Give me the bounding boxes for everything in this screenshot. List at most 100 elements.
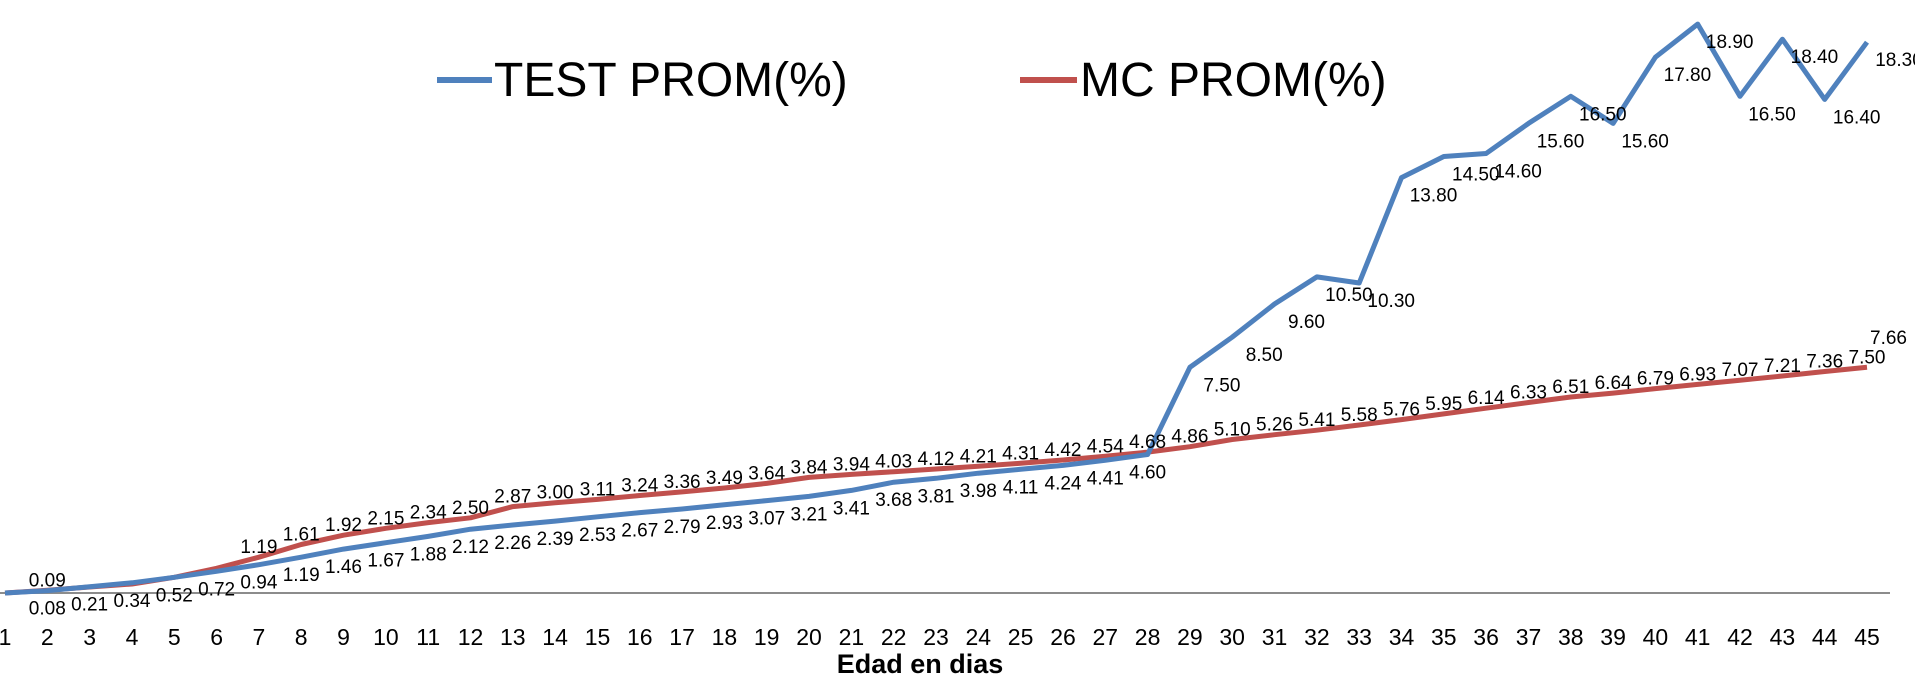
x-tick-label: 39 xyxy=(1600,624,1626,650)
x-tick-label: 7 xyxy=(253,624,266,650)
data-label-mc: 6.79 xyxy=(1637,369,1674,390)
x-axis-label: Edad en dias xyxy=(837,649,1004,677)
data-label-test: 16.50 xyxy=(1748,104,1796,125)
legend-label-mc: MC PROM(%) xyxy=(1080,54,1387,107)
x-tick-label: 35 xyxy=(1431,624,1457,650)
data-label-test: 3.81 xyxy=(918,486,955,507)
x-tick-label: 21 xyxy=(839,624,865,650)
x-tick-label: 3 xyxy=(83,624,96,650)
x-tick-label: 22 xyxy=(881,624,907,650)
x-tick-labels: 1 2 3 4 5 6 7 8 9 10 11 12 13 14 15 16 17 18 19 20 21 22 23 24 2… xyxy=(0,624,1880,650)
data-label-test: 0.08 xyxy=(29,599,66,620)
x-tick-label: 16 xyxy=(627,624,653,650)
data-label-mc: 6.93 xyxy=(1679,364,1716,385)
data-label-test: 4.41 xyxy=(1087,468,1124,489)
legend-item-test: TEST PROM(%) xyxy=(437,54,848,107)
data-label-test: 8.50 xyxy=(1246,345,1283,366)
x-tick-label: 15 xyxy=(585,624,611,650)
x-tick-label: 20 xyxy=(796,624,822,650)
data-label-test: 10.50 xyxy=(1325,285,1373,306)
data-label-test: 18.40 xyxy=(1791,47,1839,68)
data-label-test: 7.50 xyxy=(1203,375,1240,396)
data-label-test: 1.67 xyxy=(367,551,404,572)
data-label-mc: 5.41 xyxy=(1298,410,1335,431)
x-tick-label: 11 xyxy=(416,624,440,650)
data-label-test: 3.07 xyxy=(748,509,785,530)
legend: TEST PROM(%) MC PROM(%) xyxy=(437,54,1387,107)
data-label-test: 4.11 xyxy=(1003,477,1039,498)
data-label-test: 2.93 xyxy=(706,513,743,534)
data-label-mc: 7.36 xyxy=(1806,352,1843,373)
x-tick-label: 26 xyxy=(1050,624,1076,650)
data-label-mc: 5.26 xyxy=(1256,415,1293,436)
data-label-test: 0.72 xyxy=(198,579,235,600)
x-tick-label: 45 xyxy=(1854,624,1880,650)
data-label-test: 4.24 xyxy=(1045,473,1082,494)
x-tick-label: 25 xyxy=(1008,624,1034,650)
legend-label-test: TEST PROM(%) xyxy=(494,54,848,107)
data-label-test: 14.60 xyxy=(1494,162,1542,183)
data-label-test: 10.30 xyxy=(1367,291,1415,312)
x-tick-label: 19 xyxy=(754,624,780,650)
data-label-test: 1.19 xyxy=(283,565,320,586)
x-tick-label: 37 xyxy=(1516,624,1542,650)
x-tick-label: 13 xyxy=(500,624,526,650)
data-label-test: 4.60 xyxy=(1129,463,1166,484)
x-tick-label: 9 xyxy=(337,624,350,650)
data-label-mc: 4.86 xyxy=(1171,427,1208,448)
data-label-mc: 5.58 xyxy=(1341,405,1378,426)
data-label-mc: 3.24 xyxy=(621,476,658,497)
data-label-test: 2.12 xyxy=(452,537,489,558)
data-label-mc: 3.00 xyxy=(537,483,574,504)
data-label-test: 0.34 xyxy=(114,591,151,612)
data-label-test: 15.60 xyxy=(1537,131,1585,152)
data-label-mc: 6.51 xyxy=(1552,377,1589,398)
data-label-mc: 4.03 xyxy=(875,452,912,473)
data-label-mc: 4.31 xyxy=(1002,443,1039,464)
x-tick-label: 34 xyxy=(1389,624,1415,650)
data-label-test: 16.50 xyxy=(1579,104,1627,125)
series-lines xyxy=(4,21,1870,596)
data-label-test: 17.80 xyxy=(1664,65,1712,86)
data-label-mc: 6.14 xyxy=(1468,388,1505,409)
data-label-test: 1.88 xyxy=(410,544,447,565)
data-label-test: 2.67 xyxy=(621,521,658,542)
data-label-test: 3.41 xyxy=(833,498,870,519)
x-tick-label: 2 xyxy=(41,624,54,650)
x-tick-label: 14 xyxy=(542,624,568,650)
data-label-mc: 0.09 xyxy=(29,570,66,591)
data-label-mc: 3.11 xyxy=(580,479,616,500)
x-tick-label: 31 xyxy=(1262,624,1288,650)
data-labels: 0.08 0.21 0.34 0.52 0.72 0.94 1.19 1.46 1.67 1.88… xyxy=(29,32,1915,620)
data-label-mc: 3.94 xyxy=(833,454,870,475)
data-label-mc: 7.07 xyxy=(1722,360,1759,381)
x-tick-label: 33 xyxy=(1346,624,1372,650)
x-tick-label: 18 xyxy=(712,624,738,650)
x-tick-label: 4 xyxy=(126,624,139,650)
series-line-mc xyxy=(4,364,1868,596)
x-tick-label: 38 xyxy=(1558,624,1584,650)
x-tick-label: 41 xyxy=(1685,624,1711,650)
data-label-mc: 4.12 xyxy=(918,449,955,470)
x-tick-label: 1 xyxy=(0,624,11,650)
data-label-mc: 1.92 xyxy=(325,515,362,536)
x-tick-label: 42 xyxy=(1727,624,1753,650)
data-label-test: 15.60 xyxy=(1621,131,1669,152)
series-line-test xyxy=(4,21,1870,596)
data-label-test: 16.40 xyxy=(1833,107,1881,128)
data-label-test: 2.26 xyxy=(494,533,531,554)
data-label-test: 2.39 xyxy=(537,529,574,550)
x-tick-label: 23 xyxy=(923,624,949,650)
data-label-test: 1.46 xyxy=(325,557,362,578)
data-label-test: 2.53 xyxy=(579,525,616,546)
data-label-mc: 2.15 xyxy=(367,508,404,529)
x-tick-label: 29 xyxy=(1177,624,1203,650)
x-tick-label: 36 xyxy=(1473,624,1499,650)
data-label-mc: 4.42 xyxy=(1045,440,1082,461)
x-tick-label: 27 xyxy=(1093,624,1119,650)
data-label-test: 0.52 xyxy=(156,585,193,606)
data-label-mc: 5.76 xyxy=(1383,400,1420,421)
x-tick-label: 30 xyxy=(1219,624,1245,650)
data-label-test: 0.94 xyxy=(240,573,277,594)
